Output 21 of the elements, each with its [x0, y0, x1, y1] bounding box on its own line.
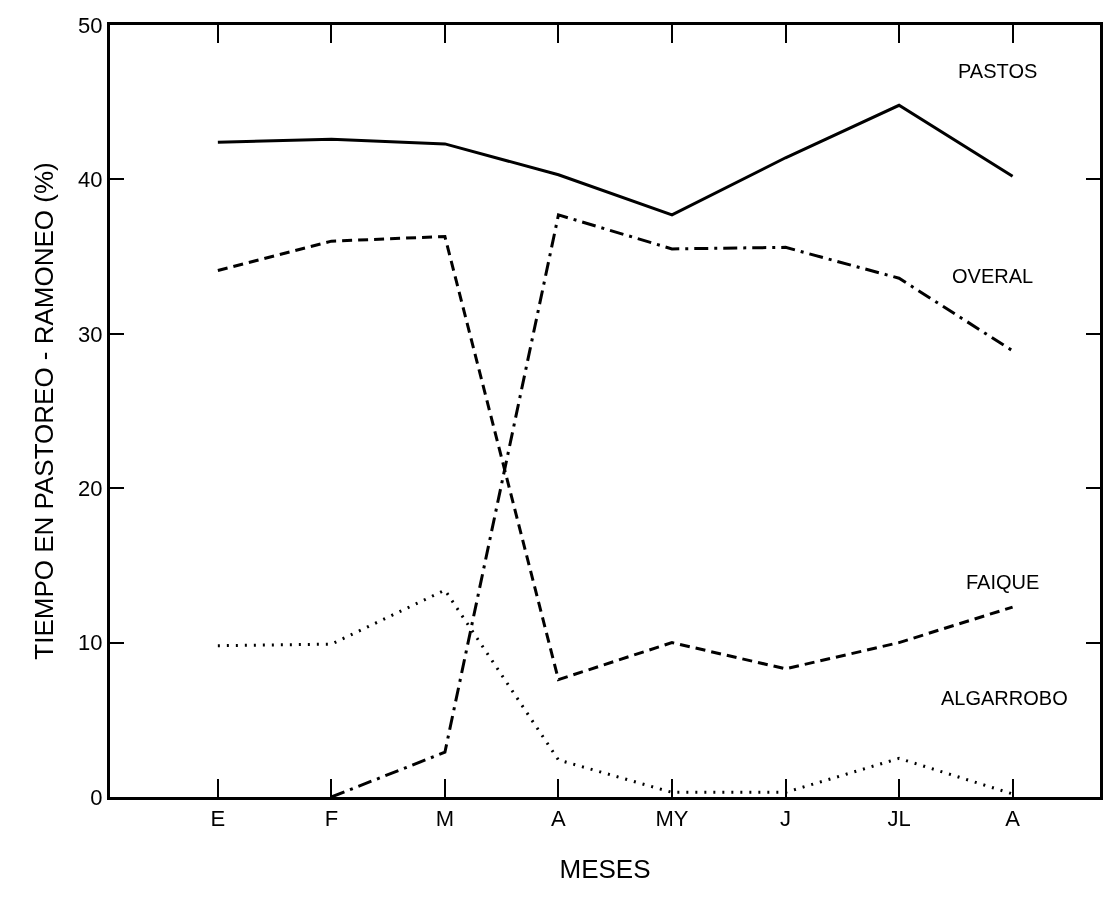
series-label: OVERAL — [952, 265, 1034, 287]
y-tick-label: 20 — [78, 475, 103, 501]
x-tick-label: F — [324, 806, 339, 832]
line-series — [216, 103, 1015, 217]
x-axis-title: MESES — [559, 854, 651, 885]
x-tick-label: MY — [655, 806, 689, 832]
x-tick-label: A — [1005, 806, 1021, 832]
y-tick-label: 10 — [78, 630, 103, 656]
legend-label: PASTOS — [958, 60, 1038, 82]
y-tick-label: 40 — [78, 167, 103, 193]
x-tick-label: E — [210, 806, 226, 832]
series-label: FAIQUE — [966, 571, 1040, 593]
y-tick-label: 30 — [78, 321, 103, 347]
x-tick-label: JL — [887, 806, 911, 832]
text: ALGARROBO — [941, 687, 1068, 709]
y-axis-title: TIEMPO EN PASTOREO - RAMONEO (%) — [28, 162, 59, 660]
y-tick-label: 0 — [90, 784, 103, 810]
x-tick-label: J — [780, 806, 792, 832]
x-tick-label: M — [435, 806, 455, 832]
x-tick-label: A — [551, 806, 567, 832]
y-tick-label: 50 — [78, 12, 103, 38]
